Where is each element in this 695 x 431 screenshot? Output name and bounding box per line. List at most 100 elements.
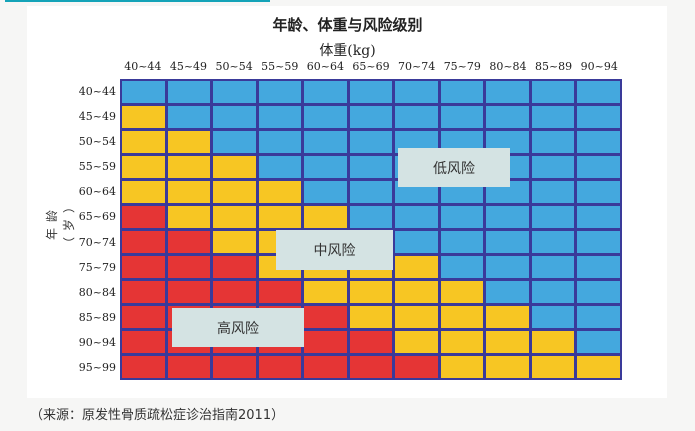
grid-cell <box>577 106 620 128</box>
grid-cell <box>122 206 165 228</box>
grid-cell <box>577 306 620 328</box>
grid-cell <box>531 331 575 353</box>
grid-cell <box>258 356 302 378</box>
grid-cell <box>304 81 347 103</box>
grid-cell <box>304 356 347 378</box>
grid-cell <box>486 356 529 378</box>
grid-cell <box>122 106 165 128</box>
grid-cell <box>304 131 347 153</box>
grid-cell <box>531 156 575 178</box>
grid-cell <box>577 156 620 178</box>
grid-cell <box>395 356 438 378</box>
y-tick-label: 95~99 <box>78 360 116 374</box>
grid-cell <box>440 231 484 253</box>
grid-cell <box>349 106 393 128</box>
grid-cell <box>304 306 347 328</box>
grid-cell <box>486 256 529 278</box>
grid-cell <box>167 281 211 303</box>
grid-cell <box>395 131 438 153</box>
grid-cell <box>395 256 438 278</box>
grid-cell <box>304 206 347 228</box>
y-tick-label: 90~94 <box>78 335 116 349</box>
x-tick-label: 45~49 <box>169 60 208 73</box>
grid-cell <box>349 81 393 103</box>
x-axis-ticks: 40~44 45~49 50~54 55~59 60~64 65~69 70~74 75~79… <box>120 60 622 76</box>
grid-cell <box>531 256 575 278</box>
high-risk-label: 高风险 <box>172 308 304 347</box>
grid-cell <box>258 156 302 178</box>
grid-cell <box>122 156 165 178</box>
grid-cell <box>395 106 438 128</box>
grid-cell <box>167 156 211 178</box>
x-tick-label: 60~64 <box>306 60 344 73</box>
grid-cell <box>486 231 529 253</box>
grid-cell <box>531 181 575 203</box>
grid-cell <box>440 281 484 303</box>
grid-cell <box>486 106 529 128</box>
grid-cell <box>531 356 575 378</box>
grid-cell <box>167 356 211 378</box>
grid-cell <box>304 156 347 178</box>
grid-cell <box>167 181 211 203</box>
x-tick-label: 55~59 <box>261 60 299 73</box>
grid-cell <box>122 306 165 328</box>
grid-cell <box>304 281 347 303</box>
grid-cell <box>531 231 575 253</box>
grid-cell <box>577 331 620 353</box>
x-tick-label: 65~69 <box>352 60 390 73</box>
grid-cell <box>167 256 211 278</box>
grid-cell <box>258 106 302 128</box>
grid-cell <box>122 356 165 378</box>
grid-cell <box>304 181 347 203</box>
grid-cell <box>531 206 575 228</box>
x-tick-label: 70~74 <box>398 60 436 73</box>
grid-cell <box>167 206 211 228</box>
grid-cell <box>349 331 393 353</box>
grid-cell <box>213 156 256 178</box>
grid-cell <box>258 81 302 103</box>
grid-cell <box>395 331 438 353</box>
x-tick-label: 85~89 <box>534 60 573 73</box>
y-tick-label: 45~49 <box>78 110 116 124</box>
x-tick-label: 80~84 <box>489 60 527 73</box>
x-tick-label: 75~79 <box>443 60 481 73</box>
grid-cell <box>577 206 620 228</box>
grid-cell <box>349 356 393 378</box>
grid-cell <box>213 131 256 153</box>
grid-cell <box>440 131 484 153</box>
y-tick-label: 55~59 <box>78 160 116 174</box>
y-tick-label: 40~44 <box>78 85 116 99</box>
grid-cell <box>486 306 529 328</box>
y-tick-label: 65~69 <box>78 210 116 224</box>
grid-cell <box>213 206 256 228</box>
grid-cell <box>577 131 620 153</box>
chart-title: 年龄、体重与风险级别 <box>272 16 423 34</box>
grid-cell <box>167 81 211 103</box>
grid-cell <box>395 231 438 253</box>
grid-cell <box>349 306 393 328</box>
grid-cell <box>395 206 438 228</box>
medium-risk-label: 中风险 <box>276 230 393 270</box>
grid-cell <box>486 281 529 303</box>
grid-cell <box>213 106 256 128</box>
y-tick-label: 85~89 <box>78 310 116 324</box>
grid-cell <box>486 331 529 353</box>
grid-cell <box>486 131 529 153</box>
grid-cell <box>577 281 620 303</box>
grid-cell <box>258 181 302 203</box>
grid-cell <box>577 181 620 203</box>
grid-cell <box>531 306 575 328</box>
grid-cell <box>440 106 484 128</box>
grid-cell <box>258 281 302 303</box>
grid-cell <box>577 231 620 253</box>
grid-cell <box>349 281 393 303</box>
x-tick-label: 90~94 <box>580 60 618 73</box>
grid-cell <box>531 81 575 103</box>
grid-cell <box>213 181 256 203</box>
grid-cell <box>395 306 438 328</box>
y-tick-label: 75~79 <box>78 260 116 274</box>
y-tick-label: 70~74 <box>78 235 116 249</box>
x-tick-label: 40~44 <box>124 60 162 73</box>
grid-cell <box>531 281 575 303</box>
grid-cell <box>349 156 393 178</box>
